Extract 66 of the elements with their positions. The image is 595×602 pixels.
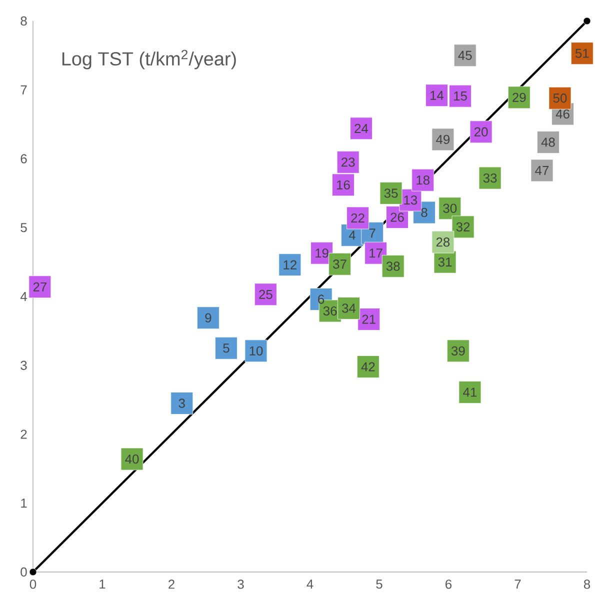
y-tick-label: 3 (20, 360, 27, 370)
annotation: 41 (463, 388, 477, 397)
annotation: 35 (384, 188, 398, 198)
x-tick-label: 4 (306, 580, 314, 589)
annotation: 17 (370, 248, 382, 258)
annotation: 49 (436, 134, 450, 144)
annotation: 46 (556, 109, 570, 119)
annotation: 39 (451, 346, 465, 356)
annotation: 19 (316, 248, 328, 258)
annotation: 31 (438, 257, 452, 267)
x-tick-label: 8 (584, 580, 590, 589)
annotation: 34 (342, 304, 356, 313)
annotation: 51 (575, 48, 589, 58)
x-tick-label: 3 (238, 580, 244, 589)
y-tick-label: 6 (20, 154, 27, 164)
annotation: 4 (348, 230, 356, 240)
point (583, 17, 591, 25)
y-tick-label: 8 (20, 16, 27, 26)
x-tick-label: 1 (100, 580, 106, 589)
x-tick-label: 0 (30, 580, 36, 589)
annotation: 25 (259, 290, 272, 300)
annotation: 12 (284, 260, 296, 270)
annotation: 23 (342, 158, 355, 167)
annotation: 45 (458, 50, 472, 60)
annotation: 26 (390, 212, 404, 222)
annotation: 37 (333, 260, 346, 269)
annotation: 27 (33, 282, 46, 292)
annotation: 3 (178, 398, 185, 408)
annotation: 48 (541, 138, 555, 147)
y-tick-label: 4 (20, 292, 27, 301)
annotation: 38 (386, 262, 400, 271)
annotation: 24 (354, 124, 368, 133)
annotation: 32 (456, 222, 470, 232)
annotation: 9 (205, 313, 212, 322)
annotation: 47 (535, 166, 549, 175)
annotation: 8 (421, 208, 428, 218)
y-tick-label: 2 (20, 430, 27, 439)
annotation: 14 (430, 90, 444, 100)
annotation: 22 (351, 213, 364, 222)
annotation: 5 (223, 344, 230, 353)
y-tick-label: 1 (21, 498, 27, 508)
annotation: 10 (250, 346, 263, 356)
annotation: 40 (125, 454, 139, 464)
annotation: 7 (369, 228, 376, 238)
annotation: 21 (362, 314, 376, 324)
x-tick-label: 5 (376, 580, 382, 589)
annotation: 30 (443, 204, 457, 213)
annotation: 28 (436, 237, 450, 247)
y-tick-label: 7 (20, 85, 27, 94)
annotation: 42 (361, 362, 375, 372)
annotation: 16 (337, 180, 350, 190)
x-tick-label: 7 (514, 580, 521, 589)
annotation: 20 (474, 127, 488, 136)
y-tick-label: 0 (20, 567, 27, 577)
annotation: 50 (553, 94, 567, 103)
text: Log TST (t/km$^{2}$/year) (62, 50, 236, 70)
annotation: 13 (404, 195, 418, 205)
x-tick-label: 2 (168, 580, 174, 589)
annotation: 33 (483, 173, 497, 183)
annotation: 36 (323, 306, 337, 316)
x-tick-label: 6 (446, 580, 452, 589)
y-tick-label: 5 (20, 223, 27, 232)
annotation: 18 (416, 176, 430, 185)
annotation: 29 (512, 92, 526, 102)
point (29, 568, 37, 576)
annotation: 15 (454, 92, 467, 101)
